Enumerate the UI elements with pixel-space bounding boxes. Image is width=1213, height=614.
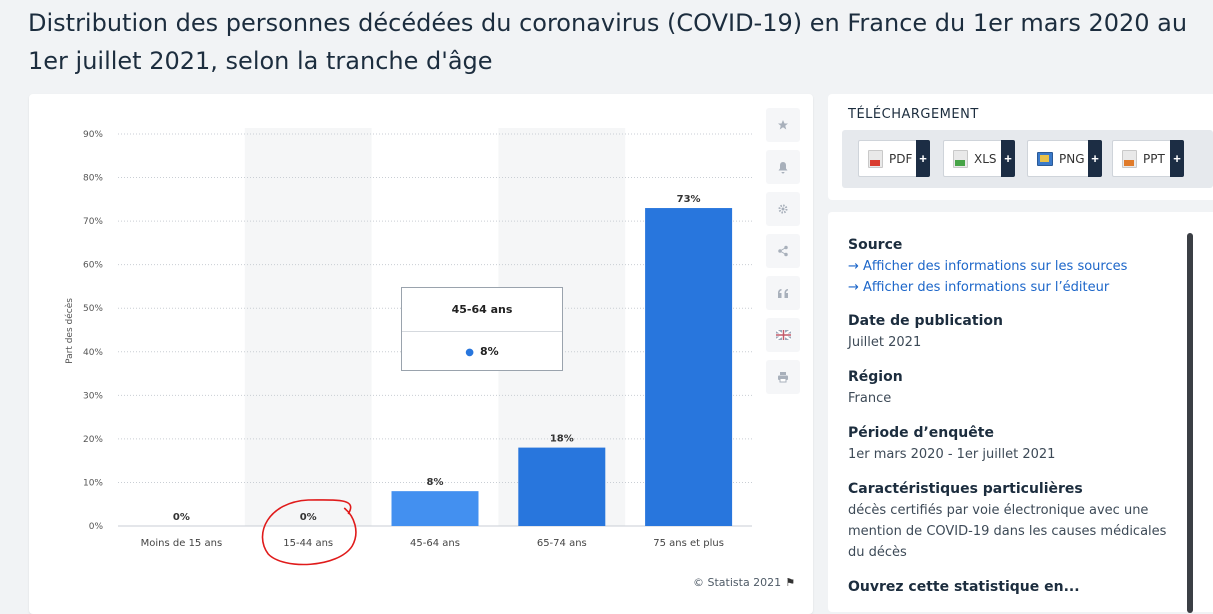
bar[interactable] — [645, 208, 733, 526]
quote-icon — [777, 288, 788, 298]
notification-button[interactable] — [766, 150, 800, 184]
pdf-file-icon — [868, 149, 883, 168]
gear-icon — [778, 204, 788, 214]
y-tick-label: 10% — [83, 478, 103, 488]
settings-button[interactable] — [766, 192, 800, 226]
data-label: 73% — [677, 194, 701, 205]
flag-uk-icon — [775, 330, 791, 340]
data-label: 8% — [427, 477, 444, 488]
data-label: 18% — [550, 434, 574, 445]
chart-toolbar — [766, 108, 800, 402]
page-title: Distribution des personnes décédées du c… — [28, 9, 1188, 75]
features-value: décès certifiés par voie électronique av… — [848, 503, 1167, 560]
data-label: 0% — [173, 512, 190, 523]
x-tick-label: 75 ans et plus — [653, 538, 724, 549]
pdf-plus-icon[interactable]: + — [916, 140, 930, 177]
xls-label: XLS — [974, 151, 997, 166]
favorite-button[interactable] — [766, 108, 800, 142]
tooltip-title: 45-64 ans — [402, 288, 562, 332]
download-xls-button[interactable]: XLS + — [943, 140, 1015, 177]
png-file-icon — [1037, 151, 1053, 166]
ppt-label: PPT — [1143, 151, 1165, 166]
y-tick-label: 40% — [83, 348, 103, 358]
share-button[interactable] — [766, 234, 800, 268]
chart-card: 0% 10% 20% 30% 40% 50% 60% 70% 80% 90% 0% 0% 8% 18% 7… — [29, 94, 813, 614]
y-tick-label: 50% — [83, 304, 103, 314]
region-value: France — [848, 391, 892, 406]
y-tick-label: 80% — [83, 174, 103, 184]
source-link[interactable]: → Afficher des informations sur les sour… — [848, 259, 1128, 274]
info-scrollbar[interactable] — [1187, 233, 1193, 613]
png-plus-icon[interactable]: + — [1088, 140, 1102, 177]
top-edge-line — [40, 0, 260, 2]
source-heading: Source — [848, 237, 903, 253]
period-block: Période d’enquête 1er mars 2020 - 1er ju… — [848, 422, 1180, 465]
tooltip-value: 8% — [480, 345, 499, 358]
data-label: 0% — [300, 512, 317, 523]
pdf-label: PDF — [889, 151, 913, 166]
language-button[interactable] — [766, 318, 800, 352]
download-ppt-button[interactable]: PPT + — [1112, 140, 1184, 177]
copyright-text: © Statista 2021 — [693, 576, 782, 589]
category-band — [244, 128, 372, 526]
flag-icon: ⚑ — [785, 576, 796, 589]
ppt-file-icon — [1122, 149, 1137, 168]
y-tick-label: 0% — [89, 522, 104, 532]
info-panel: Source → Afficher des informations sur l… — [848, 234, 1180, 611]
period-heading: Période d’enquête — [848, 425, 994, 441]
y-tick-label: 60% — [83, 261, 103, 271]
download-png-button[interactable]: PNG + — [1027, 140, 1102, 177]
hand-drawn-circle — [261, 499, 357, 566]
download-panel: PDF + XLS + PNG + PPT + — [842, 130, 1213, 188]
print-icon — [778, 372, 788, 383]
cite-button[interactable] — [766, 276, 800, 310]
publication-block: Date de publication Juillet 2021 — [848, 310, 1180, 353]
series-dot-icon: ● — [465, 347, 475, 358]
y-tick-label: 90% — [83, 130, 103, 140]
print-button[interactable] — [766, 360, 800, 394]
download-card: TÉLÉCHARGEMENT PDF + XLS + PNG + PPT + — [828, 94, 1213, 200]
xls-plus-icon[interactable]: + — [1001, 140, 1015, 177]
png-label: PNG — [1059, 151, 1085, 166]
download-pdf-button[interactable]: PDF + — [858, 140, 930, 177]
open-block: Ouvrez cette statistique en... — [848, 576, 1180, 598]
region-block: Région France — [848, 366, 1180, 409]
share-icon — [778, 245, 788, 257]
features-heading: Caractéristiques particulières — [848, 481, 1083, 497]
y-tick-label: 20% — [83, 435, 103, 445]
bell-icon — [778, 161, 788, 173]
publication-value: Juillet 2021 — [848, 335, 922, 350]
ppt-plus-icon[interactable]: + — [1170, 140, 1184, 177]
x-tick-label: 45-64 ans — [410, 538, 460, 549]
bar[interactable] — [518, 447, 606, 526]
source-block: Source → Afficher des informations sur l… — [848, 234, 1180, 298]
x-tick-label: 65-74 ans — [537, 538, 587, 549]
copyright[interactable]: © Statista 2021 ⚑ — [693, 576, 795, 589]
x-tick-label: 15-44 ans — [283, 538, 333, 549]
chart-tooltip: 45-64 ans ● 8% — [401, 287, 563, 371]
y-tick-label: 30% — [83, 391, 103, 401]
star-icon — [778, 120, 788, 130]
tooltip-value-row: ● 8% — [402, 332, 562, 372]
region-heading: Région — [848, 369, 903, 385]
download-title: TÉLÉCHARGEMENT — [848, 107, 979, 122]
y-tick-label: 70% — [83, 217, 103, 227]
open-heading[interactable]: Ouvrez cette statistique en... — [848, 579, 1080, 595]
features-block: Caractéristiques particulières décès cer… — [848, 478, 1180, 563]
xls-file-icon — [953, 149, 968, 168]
info-card — [828, 212, 1213, 612]
bar[interactable] — [391, 491, 479, 526]
x-tick-label: Moins de 15 ans — [141, 538, 223, 549]
publication-heading: Date de publication — [848, 313, 1003, 329]
publisher-link[interactable]: → Afficher des informations sur l’éditeu… — [848, 280, 1110, 295]
y-axis-label: Part des décès — [64, 298, 75, 364]
period-value: 1er mars 2020 - 1er juillet 2021 — [848, 447, 1056, 462]
